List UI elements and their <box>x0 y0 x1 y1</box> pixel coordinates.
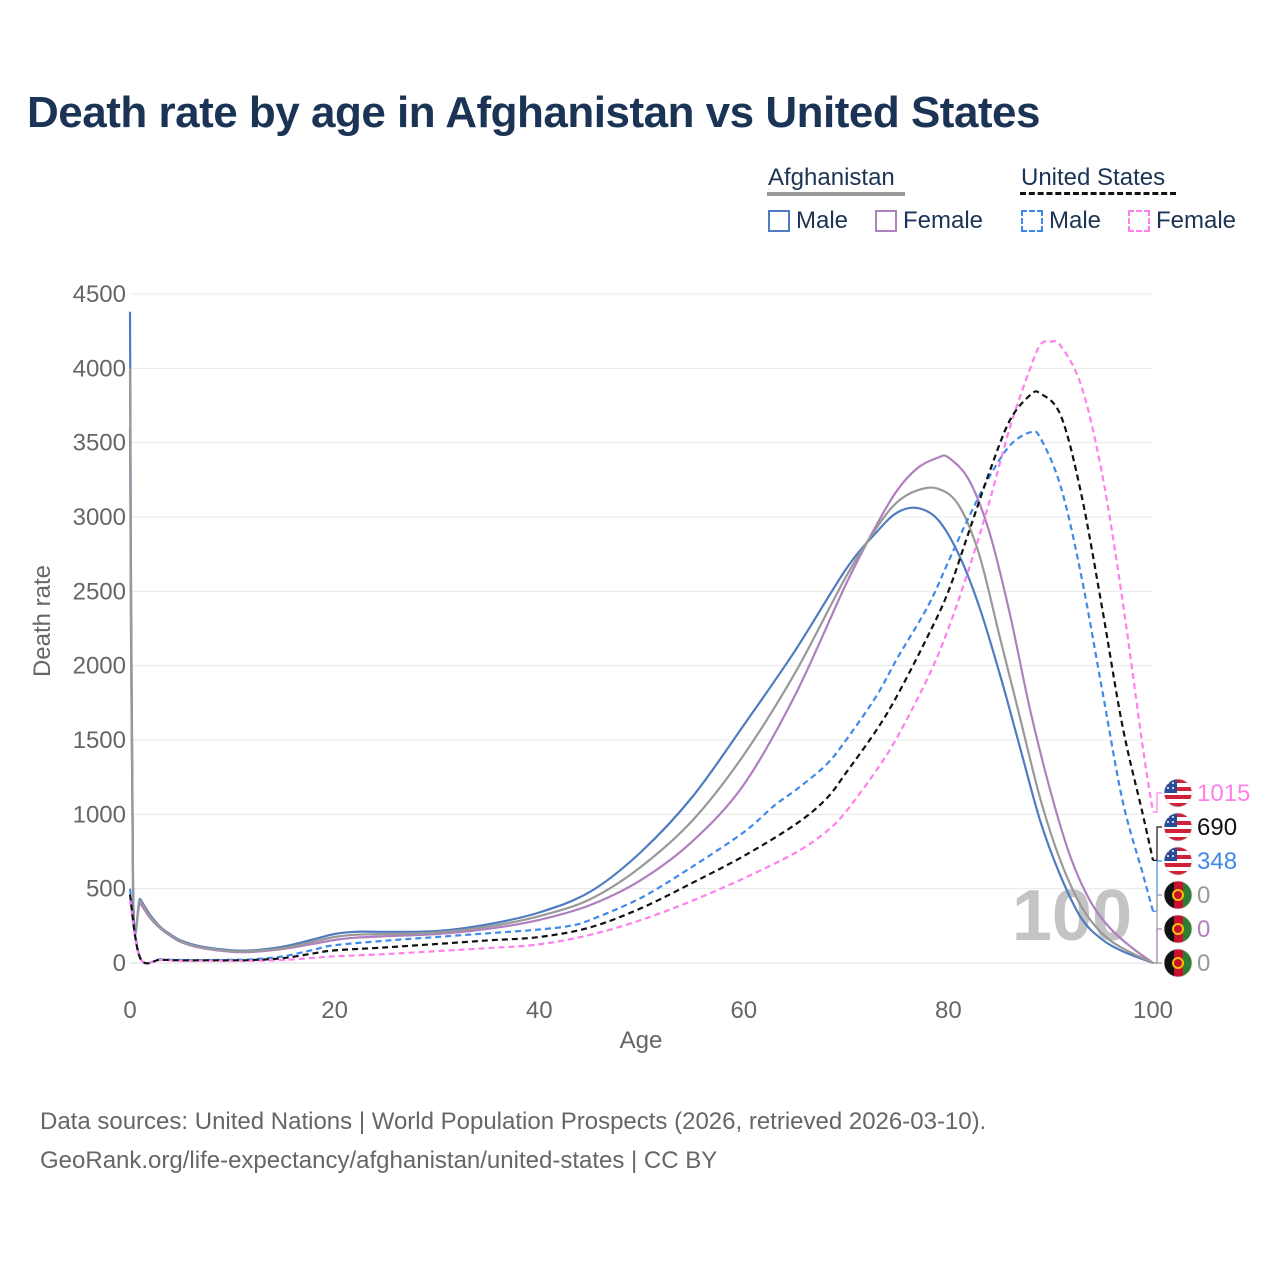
united-states-flag-icon <box>1163 778 1193 808</box>
series-line-afghanistan-female[interactable] <box>128 427 1154 964</box>
end-label-connector <box>1153 792 1162 813</box>
end-value-label: 1015 <box>1197 780 1250 807</box>
legend-label-united-states-male: Male <box>1049 207 1102 234</box>
grid-lines <box>130 293 1153 964</box>
end-labels: 1015 690 348 0 0 0 <box>1153 778 1250 978</box>
source-link[interactable]: GeoRank.org/life-expectancy/afghanistan/… <box>40 1147 718 1174</box>
legend-swatch-united-states-male <box>1021 210 1043 232</box>
y-tick-label: 4000 <box>73 355 126 382</box>
end-value-label: 0 <box>1197 882 1210 909</box>
y-tick-label: 2000 <box>73 653 126 680</box>
x-tick-label: 100 <box>1133 997 1173 1024</box>
chart-title: Death rate by age in Afghanistan vs Unit… <box>27 88 1041 137</box>
legend-line-afghanistan <box>767 192 905 196</box>
end-value-label: 0 <box>1197 950 1210 977</box>
y-axis-ticks: 0 500 1000 1500 2000 2500 3000 3500 4000 4500 <box>73 281 126 977</box>
y-tick-label: 1500 <box>73 727 126 754</box>
afghanistan-flag-icon <box>1163 948 1193 978</box>
end-value-label: 690 <box>1197 814 1237 841</box>
y-tick-label: 2500 <box>73 578 126 605</box>
x-tick-label: 40 <box>526 997 553 1024</box>
series-lines <box>128 311 1155 965</box>
end-value-label: 348 <box>1197 848 1237 875</box>
afghanistan-flag-icon <box>1163 880 1193 910</box>
series-line-afghanistan-combined[interactable] <box>128 368 1154 964</box>
y-tick-label: 4500 <box>73 281 126 308</box>
series-line-united-states-combined[interactable] <box>128 390 1155 965</box>
series-line-united-states-male[interactable] <box>128 430 1155 965</box>
series-line-united-states-female[interactable] <box>128 340 1155 965</box>
y-tick-label: 3000 <box>73 504 126 531</box>
legend-label-afghanistan-male: Male <box>796 207 849 234</box>
legend-label-afghanistan-female: Female <box>903 207 984 234</box>
legend-item-afghanistan-male[interactable]: Male <box>768 207 848 235</box>
y-axis-label: Death rate <box>29 565 56 677</box>
legend-item-afghanistan-female[interactable]: Female <box>875 207 983 235</box>
end-value-label: 0 <box>1197 916 1210 943</box>
legend-line-united-states <box>1020 192 1176 195</box>
x-tick-label: 20 <box>321 997 348 1024</box>
legend-label-united-states-female: Female <box>1156 207 1237 234</box>
y-tick-label: 500 <box>86 876 126 903</box>
y-tick-label: 1000 <box>73 801 126 828</box>
x-axis-ticks: 0 20 40 60 80 100 <box>123 997 1173 1024</box>
end-label-connector <box>1153 860 1162 912</box>
united-states-flag-icon <box>1163 846 1193 876</box>
x-axis-label: Age <box>620 1027 663 1054</box>
legend-item-united-states-male[interactable]: Male <box>1021 207 1101 235</box>
legend-swatch-united-states-female <box>1128 210 1150 232</box>
legend-item-united-states-female[interactable]: Female <box>1128 207 1236 235</box>
y-tick-label: 3500 <box>73 430 126 457</box>
x-tick-label: 0 <box>123 997 136 1024</box>
end-label-connector <box>1153 826 1162 861</box>
x-tick-label: 60 <box>730 997 757 1024</box>
legend-swatch-afghanistan-female <box>875 210 897 232</box>
legend-group-afghanistan: Afghanistan <box>768 164 895 191</box>
x-tick-label: 80 <box>935 997 962 1024</box>
legend-swatch-afghanistan-male <box>768 210 790 232</box>
united-states-flag-icon <box>1163 812 1193 842</box>
source-text: Data sources: United Nations | World Pop… <box>40 1108 987 1135</box>
y-tick-label: 0 <box>113 950 126 977</box>
end-label-connector <box>1153 928 1162 964</box>
afghanistan-flag-icon <box>1163 914 1193 944</box>
legend-group-united-states: United States <box>1021 164 1166 191</box>
